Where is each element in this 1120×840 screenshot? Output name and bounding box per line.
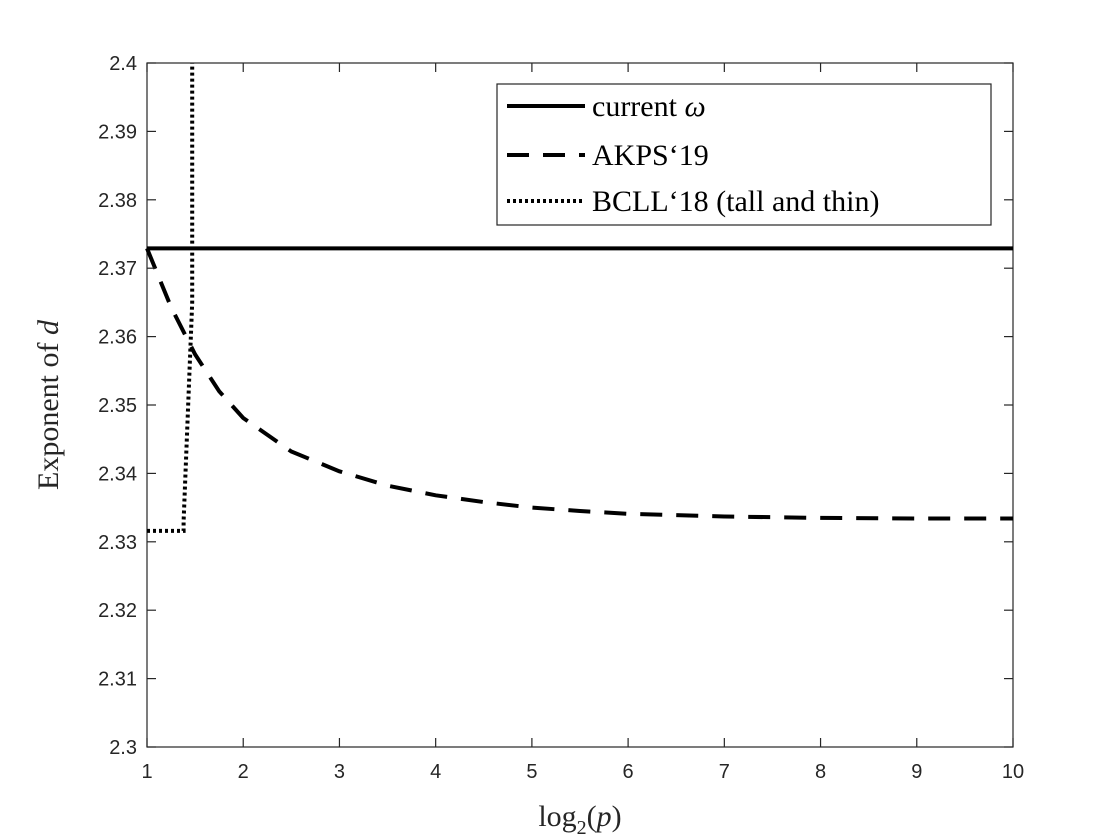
x-tick-label: 4	[430, 761, 441, 783]
x-tick-label: 5	[526, 761, 537, 783]
x-tick-label: 1	[141, 761, 152, 783]
y-tick-label: 2.35	[98, 395, 137, 417]
y-tick-label: 2.32	[98, 600, 137, 622]
y-tick-label: 2.38	[98, 190, 137, 212]
x-tick-label: 7	[719, 761, 730, 783]
x-axis-label: log2(p)	[538, 800, 621, 839]
x-tick-label: 9	[911, 761, 922, 783]
series-layer	[145, 63, 1013, 533]
legend-label-3: BCLL‘18 (tall and thin)	[592, 185, 879, 218]
y-tick-label: 2.34	[98, 463, 137, 485]
y-tick-label: 2.39	[98, 121, 137, 143]
legend: current ω AKPS‘19 BCLL‘18 (tall and thin)	[496, 83, 992, 226]
x-tick-label: 8	[815, 761, 826, 783]
y-tick-label: 2.31	[98, 669, 137, 691]
x-axis: 1 2 3 4 5 6 7 8 9 10	[141, 63, 1024, 783]
y-axis: 2.3 2.31 2.32 2.33 2.34 2.35 2.36 2.37 2.38 2.39 2…	[98, 53, 1013, 759]
legend-label-1: current ω	[592, 90, 706, 123]
x-tick-label: 3	[334, 761, 345, 783]
series-line-3	[147, 63, 195, 533]
legend-label-2: AKPS‘19	[592, 139, 709, 172]
x-tick-label: 10	[1002, 761, 1024, 783]
series-line-2	[145, 247, 1013, 521]
y-tick-label: 2.37	[98, 258, 137, 280]
legend-items: current ω AKPS‘19 BCLL‘18 (tall and thin)	[507, 90, 879, 218]
y-tick-label: 2.36	[98, 327, 137, 349]
x-tick-label: 6	[623, 761, 634, 783]
y-tick-label: 2.4	[109, 53, 137, 75]
x-tick-label: 2	[238, 761, 249, 783]
y-axis-label: Exponent of d	[32, 319, 65, 490]
y-tick-label: 2.33	[98, 532, 137, 554]
y-tick-label: 2.3	[109, 737, 137, 759]
